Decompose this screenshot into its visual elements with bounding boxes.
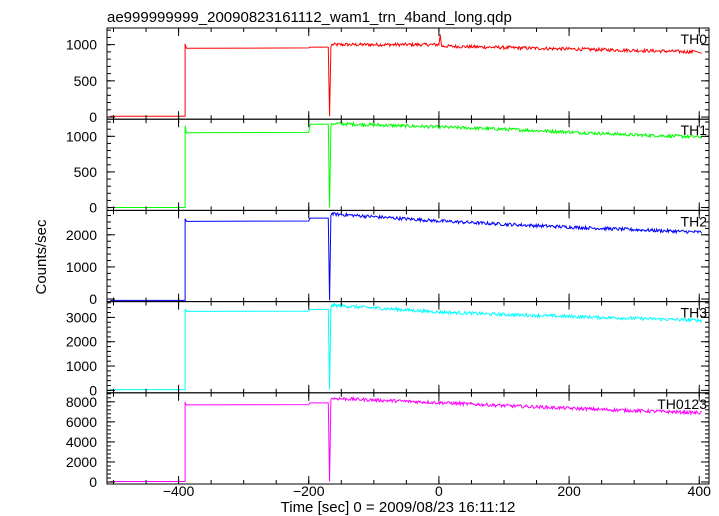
x-tick-label: −200 xyxy=(293,483,325,499)
y-tick-label: 0 xyxy=(89,200,97,216)
series-line-th2 xyxy=(110,211,703,301)
y-tick-label: 1000 xyxy=(66,259,97,275)
y-tick-label: 2000 xyxy=(66,334,97,350)
panel-label-th0: TH0 xyxy=(681,31,708,47)
panel-th0123: 0 2000 4000 6000 8000 TH0123 xyxy=(66,392,710,490)
panel-th2: 0 1000 2000 TH2 xyxy=(66,209,710,307)
panel-th1: 0 500 1000 TH1 xyxy=(66,118,710,216)
panel-frame xyxy=(106,27,710,120)
x-axis-label: Time [sec] 0 = 2009/08/23 16:11:12 xyxy=(281,499,516,516)
x-tick-label: 0 xyxy=(435,483,443,499)
panel-th3: 0 1000 2000 3000 TH3 xyxy=(66,301,710,398)
panel-th0: 0 500 1000 TH0 xyxy=(66,27,710,125)
panel-frame xyxy=(106,301,710,394)
y-tick-label: 6000 xyxy=(66,414,97,430)
panel-label-th0123: TH0123 xyxy=(657,396,707,412)
series-line-th0123 xyxy=(110,396,702,482)
y-tick-label: 3000 xyxy=(66,309,97,325)
y-tick-label: 1000 xyxy=(66,37,97,53)
x-tick-label: −400 xyxy=(163,483,195,499)
series-line-th0 xyxy=(110,34,702,117)
y-tick-label: 2000 xyxy=(66,454,97,470)
y-tick-label: 0 xyxy=(89,109,97,125)
y-tick-label: 0 xyxy=(89,382,97,398)
panel-label-th2: TH2 xyxy=(681,213,708,229)
y-tick-label: 4000 xyxy=(66,434,97,450)
panel-frame xyxy=(106,392,710,485)
series-line-th1 xyxy=(110,120,703,209)
panel-label-th1: TH1 xyxy=(681,122,708,138)
panel-label-th3: TH3 xyxy=(681,305,708,321)
x-tick-label: 400 xyxy=(688,483,712,499)
y-tick-label: 2000 xyxy=(66,227,97,243)
y-tick-label: 0 xyxy=(89,474,97,490)
x-tick-label: 200 xyxy=(557,483,581,499)
y-tick-label: 1000 xyxy=(66,128,97,144)
panel-frame xyxy=(106,209,710,303)
x-axis: −400 −200 0 200 400 xyxy=(163,483,711,499)
series-line-th3 xyxy=(110,302,703,391)
y-tick-label: 0 xyxy=(89,291,97,307)
panels: 0 500 1000 TH0 0 500 1000 TH1 0 1000 2000 TH2 0 1000 2… xyxy=(66,27,710,490)
y-tick-label: 500 xyxy=(74,73,98,89)
chart-title: ae999999999_20090823161112_wam1_trn_4ban… xyxy=(107,9,512,26)
y-tick-label: 8000 xyxy=(66,394,97,410)
y-tick-label: 1000 xyxy=(66,358,97,374)
y-tick-label: 500 xyxy=(74,164,98,180)
y-axis-label: Counts/sec xyxy=(33,219,50,295)
